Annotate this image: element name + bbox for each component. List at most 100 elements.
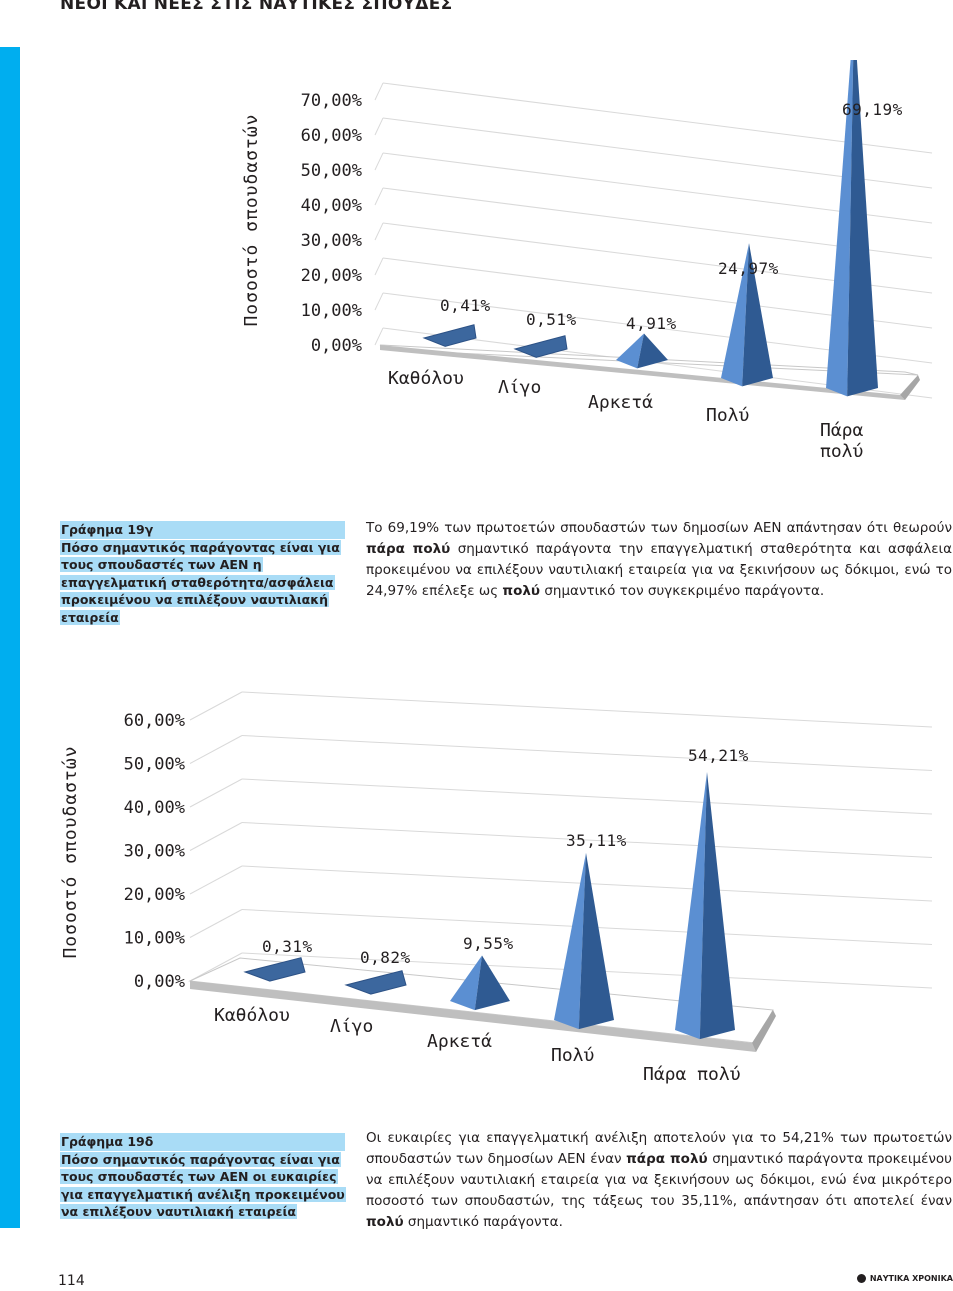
body-bold-span: πάρα πολύ xyxy=(366,541,451,557)
gridline xyxy=(241,778,933,815)
y-tick-label: 0,00% xyxy=(311,336,362,356)
footer-brand: ΝΑΥΤΙΚΑ ΧΡΟΝΙΚΑ xyxy=(856,1274,953,1283)
body-paragraph-19g: Το 69,19% των πρωτοετών σπουδαστών των δ… xyxy=(366,518,952,602)
data-label: 0,41% xyxy=(440,296,491,315)
data-label: 69,19% xyxy=(842,100,903,119)
brand-name: ΝΑΥΤΙΚΑ ΧΡΟΝΙΚΑ xyxy=(869,1274,953,1283)
gridline xyxy=(382,82,933,154)
x-category-label: Καθόλου xyxy=(388,368,464,389)
gridline-depth xyxy=(374,82,384,101)
pyramid-bar xyxy=(721,243,749,387)
pyramid-bar-side xyxy=(699,772,735,1040)
chart-floor-edge xyxy=(190,981,756,1052)
gridline-depth xyxy=(374,117,384,136)
caption-19g: Γράφημα 19γ Πόσο σημαντικός παράγοντας ε… xyxy=(60,521,345,626)
pyramid-bar-side xyxy=(847,60,878,397)
x-category-label: Καθόλου xyxy=(214,1005,290,1026)
page-header-title: ΝΕΟΙ ΚΑΙ ΝΕΕΣ ΣΤΙΣ ΝΑΥΤΙΚΕΣ ΣΠΟΥΔΕΣ xyxy=(60,0,453,14)
pyramid-bar xyxy=(450,955,482,1011)
pyramid-bar xyxy=(513,335,568,358)
caption-text: Πόσο σημαντικός παράγοντας είναι για του… xyxy=(60,1151,346,1219)
chart-19g: 0,00% 10,00% 20,00% 30,00% 40,00% 50,00% 60,00… xyxy=(241,60,933,462)
gridline-depth xyxy=(374,152,384,171)
y-tick-label: 30,00% xyxy=(124,842,185,862)
y-tick-label: 60,00% xyxy=(124,711,185,731)
chart-19d: 0,00% 10,00% 20,00% 30,00% 40,00% 50,00% 60,00… xyxy=(60,691,933,1085)
body-bold-span: πολύ xyxy=(366,1214,404,1230)
gridline xyxy=(241,735,933,771)
pyramid-bar-side xyxy=(637,333,668,369)
gridline xyxy=(382,117,933,189)
body-bold-span: πάρα πολύ xyxy=(626,1151,708,1167)
pyramid-bar xyxy=(344,970,407,995)
x-category-label: Αρκετά xyxy=(427,1031,492,1052)
data-label: 9,55% xyxy=(463,934,514,953)
chart-floor-side xyxy=(752,1010,776,1052)
x-category-label: Αρκετά xyxy=(588,392,653,413)
gridline-depth xyxy=(374,257,384,276)
pyramid-bar xyxy=(422,324,477,347)
chart-floor-side xyxy=(900,375,920,400)
x-category-label: Πάρα πολύ xyxy=(643,1064,741,1085)
pyramid-bar xyxy=(826,60,854,397)
data-label: 4,91% xyxy=(626,314,677,333)
gridline-depth xyxy=(189,691,243,721)
y-tick-label: 10,00% xyxy=(301,301,362,321)
data-label: 0,82% xyxy=(360,948,411,967)
caption-title: Γράφημα 19δ xyxy=(60,1133,345,1151)
data-label: 54,21% xyxy=(688,746,749,765)
gridline-depth xyxy=(374,327,384,346)
data-label: 35,11% xyxy=(566,831,627,850)
body-text-span: σημαντικό παράγοντα. xyxy=(403,1214,563,1230)
body-text-span: σημαντικό τον συγκεκριμένο παράγοντα. xyxy=(540,583,825,599)
brand-logo-icon xyxy=(856,1274,866,1283)
body-bold-span: πολύ xyxy=(502,583,541,599)
y-tick-label: 20,00% xyxy=(124,885,185,905)
y-tick-label: 40,00% xyxy=(301,196,362,216)
x-category-label: Λίγο xyxy=(330,1016,373,1037)
pyramid-bar xyxy=(554,852,586,1030)
gridline xyxy=(241,691,933,728)
caption-19d: Γράφημα 19δ Πόσο σημαντικός παράγοντας ε… xyxy=(60,1133,346,1221)
gridline-depth xyxy=(189,865,243,895)
gridline-depth xyxy=(189,778,243,808)
y-tick-label: 50,00% xyxy=(124,755,185,775)
x-category-label: Πολύ xyxy=(551,1045,594,1066)
data-label: 0,31% xyxy=(262,937,313,956)
y-tick-label: 20,00% xyxy=(301,266,362,286)
y-tick-label: 50,00% xyxy=(301,161,362,181)
y-tick-label: 40,00% xyxy=(124,798,185,818)
gridline-depth xyxy=(374,222,384,241)
pyramid-bar xyxy=(243,957,306,982)
body-text-span: σημαντικό παράγοντα προκειμένου να επιλέ… xyxy=(366,1151,952,1209)
pyramid-bar xyxy=(616,333,644,369)
body-text-span: σημαντικό παράγοντα την επαγγελματική στ… xyxy=(366,541,952,599)
chart-floor-edge xyxy=(380,345,905,400)
x-category-label: Πολύ xyxy=(706,405,749,426)
caption-title: Γράφημα 19γ xyxy=(60,521,345,539)
gridline-depth xyxy=(189,952,243,982)
gridline-depth xyxy=(374,187,384,206)
y-tick-label: 10,00% xyxy=(124,929,185,949)
body-text-span: Οι ευκαιρίες για επαγγελματική ανέλιξη α… xyxy=(366,1130,952,1167)
pyramid-bar-side xyxy=(578,852,614,1030)
data-label: 24,97% xyxy=(718,259,779,278)
pyramid-bar-side xyxy=(742,243,773,387)
x-category-label: Πάρα xyxy=(820,420,864,441)
page-number: 114 xyxy=(58,1273,85,1289)
gridline-depth xyxy=(189,822,243,851)
y-axis-title: Ποσοστό σπουδαστών xyxy=(241,113,262,326)
pyramid-bar xyxy=(675,772,707,1040)
body-paragraph-19d: Οι ευκαιρίες για επαγγελματική ανέλιξη α… xyxy=(366,1128,952,1233)
caption-text: Πόσο σημαντικός παράγοντας είναι για του… xyxy=(60,539,341,625)
gridline-depth xyxy=(374,292,384,311)
gridline xyxy=(241,822,933,858)
y-axis-title: Ποσοστό σπουδαστών xyxy=(60,745,81,958)
gridline-depth xyxy=(189,735,243,764)
y-tick-label: 30,00% xyxy=(301,231,362,251)
side-accent-bar xyxy=(0,47,20,1228)
x-category-label: Λίγο xyxy=(498,377,541,398)
y-tick-label: 60,00% xyxy=(301,126,362,146)
y-tick-label: 70,00% xyxy=(301,91,362,111)
body-text-span: Το 69,19% των πρωτοετών σπουδαστών των δ… xyxy=(366,520,952,536)
